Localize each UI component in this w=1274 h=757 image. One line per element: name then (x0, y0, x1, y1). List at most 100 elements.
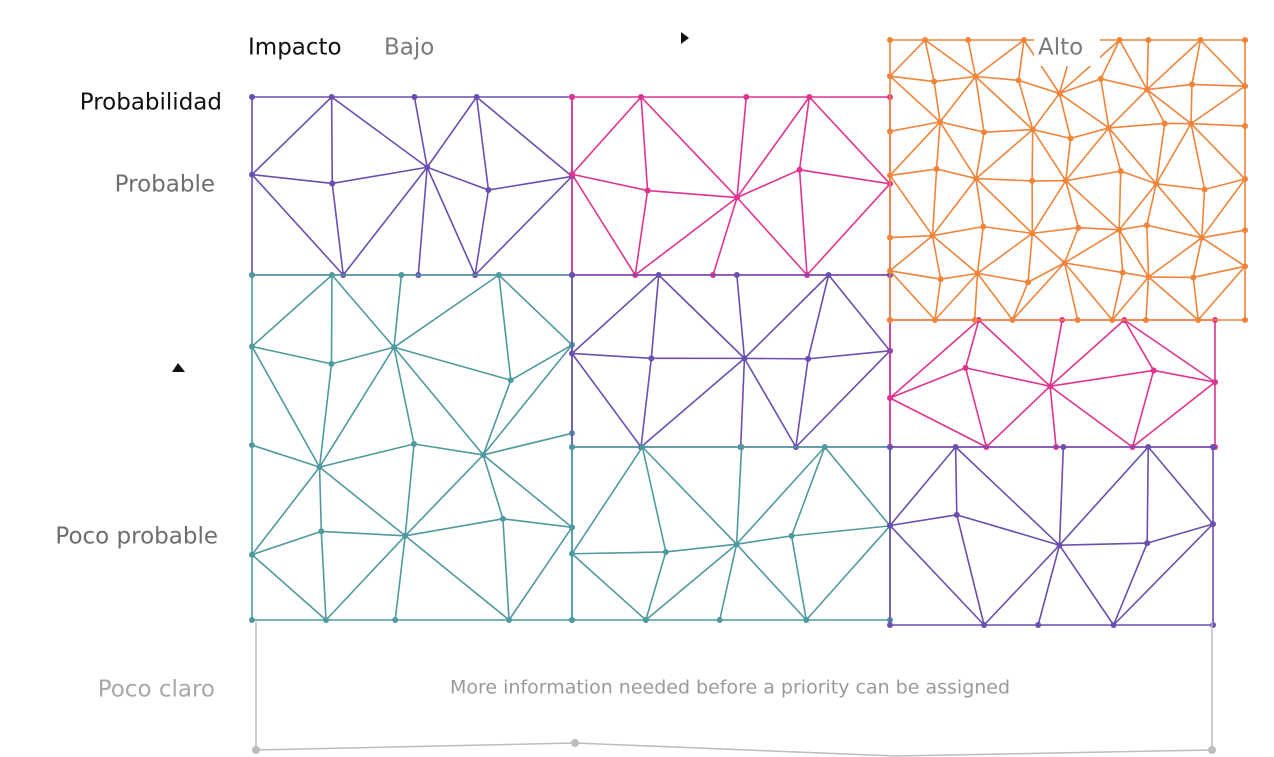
mesh-node (1106, 125, 1112, 131)
mesh-edge (1059, 447, 1063, 545)
mesh-edge (427, 97, 476, 167)
mesh-node (1030, 127, 1036, 133)
mesh-edge (320, 444, 414, 467)
mesh-edge (966, 368, 1051, 386)
mesh-edge (1066, 138, 1071, 180)
mesh-node (569, 617, 575, 623)
mesh-edge (1101, 79, 1109, 128)
mesh-node (734, 541, 740, 547)
mesh-edge (332, 167, 427, 183)
mesh-edge (477, 97, 572, 176)
mesh-edge (940, 76, 975, 121)
mesh-node (480, 452, 486, 458)
mesh-node (391, 344, 397, 350)
mesh-edge (890, 398, 986, 447)
mesh-edge (483, 455, 572, 527)
mesh-edge (483, 380, 511, 455)
mesh-edge (807, 184, 890, 275)
mesh-node (734, 195, 740, 201)
mesh-edge (796, 359, 808, 447)
mesh-node (1162, 120, 1168, 126)
mesh-edge (1191, 124, 1205, 190)
mesh-node (822, 444, 828, 450)
mesh-edge (1147, 447, 1148, 543)
mesh-edge (572, 353, 651, 358)
mesh-edge (986, 386, 1050, 447)
mesh-edge (890, 320, 979, 398)
mesh-node (645, 188, 651, 194)
mesh-node (1056, 542, 1062, 548)
mesh-edge (1191, 124, 1245, 126)
mesh-node (569, 444, 575, 450)
mesh-edge (252, 347, 331, 364)
mesh-edge (1013, 282, 1029, 320)
mesh-node (887, 268, 893, 274)
mesh-edge (1065, 263, 1123, 273)
mesh-edge (957, 515, 984, 625)
mesh-node (249, 272, 255, 278)
mesh-node (965, 37, 971, 43)
mesh-node (569, 272, 575, 278)
mesh-edge (641, 358, 744, 447)
mesh-edge (499, 275, 572, 345)
mesh-edge (1147, 90, 1191, 124)
mesh-edge (1147, 84, 1192, 89)
mesh-node (1060, 444, 1066, 450)
mesh-node (249, 344, 255, 350)
mesh-edge (983, 227, 1032, 234)
mesh-edge (641, 358, 651, 447)
mesh-edge (320, 467, 406, 536)
mesh-edge (635, 198, 737, 275)
mesh-node (639, 444, 645, 450)
mesh-node (887, 395, 893, 401)
mesh-node (1016, 77, 1022, 83)
box-edge (256, 743, 1212, 756)
mesh-edge (940, 122, 984, 132)
risk-matrix: Impacto Bajo Alto Probabilidad Probable … (0, 0, 1274, 757)
mesh-edge (808, 351, 890, 359)
mesh-edge (394, 347, 511, 380)
mesh-edge (737, 447, 742, 544)
mesh-node (1212, 379, 1218, 385)
mesh-node (953, 444, 959, 450)
mesh (249, 37, 1248, 628)
mesh-node (1068, 135, 1074, 141)
mesh-edge (1066, 128, 1109, 181)
mesh-node (887, 317, 893, 323)
mesh-node (249, 552, 255, 558)
mesh-node (803, 617, 809, 623)
mesh-node (739, 444, 745, 450)
mesh-edge (890, 526, 984, 625)
mesh-node (887, 73, 893, 79)
mesh-edge (933, 227, 984, 236)
marker (172, 363, 185, 372)
mesh-node (1120, 270, 1126, 276)
mesh-edge (976, 130, 1033, 179)
mesh-node (318, 528, 324, 534)
mesh-edge (890, 368, 966, 398)
mesh-edge (1066, 171, 1121, 181)
mesh-node (887, 444, 893, 450)
mesh-edge (1147, 90, 1165, 124)
mesh-node (1021, 37, 1027, 43)
probability-title: Probabilidad (80, 90, 222, 116)
mesh-node (887, 172, 893, 178)
mesh-node (1062, 260, 1068, 266)
mesh-node (1146, 274, 1152, 280)
mesh-edge (1019, 80, 1060, 93)
mesh-node (643, 617, 649, 623)
mesh-edge (503, 519, 572, 528)
mesh-edge (1066, 181, 1119, 230)
mesh-node (638, 94, 644, 100)
mesh-node (887, 235, 893, 241)
mesh-edge (956, 447, 957, 515)
impact-title: Impacto (248, 35, 342, 61)
mesh-node (1195, 317, 1201, 323)
dot (1208, 746, 1216, 754)
mesh-edge (1028, 233, 1032, 282)
mesh-edge (975, 273, 978, 320)
mesh-edge (934, 76, 975, 81)
mesh-edge (1202, 230, 1245, 237)
mesh-node (1145, 37, 1151, 43)
mesh-edge (1071, 128, 1109, 138)
